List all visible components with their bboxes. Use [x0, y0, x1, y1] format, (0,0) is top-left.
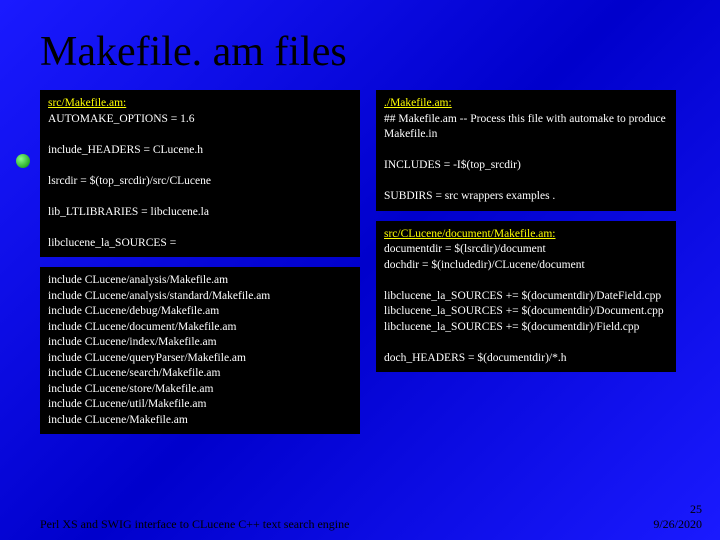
footer: Perl XS and SWIG interface to CLucene C+…	[40, 502, 702, 532]
code-line: include CLucene/store/Makefile.am	[48, 382, 352, 398]
code-line: include CLucene/debug/Makefile.am	[48, 304, 352, 320]
code-line: include_HEADERS = CLucene.h	[48, 143, 352, 159]
box1-header: src/Makefile.am:	[48, 96, 352, 112]
code-line: include CLucene/queryParser/Makefile.am	[48, 351, 352, 367]
slide-title: Makefile. am files	[40, 28, 680, 76]
box2-header: ./Makefile.am:	[384, 96, 668, 112]
code-line: include CLucene/analysis/Makefile.am	[48, 273, 352, 289]
code-line: lsrcdir = $(top_srcdir)/src/CLucene	[48, 174, 352, 190]
footer-left: Perl XS and SWIG interface to CLucene C+…	[40, 517, 349, 532]
code-line: AUTOMAKE_OPTIONS = 1.6	[48, 112, 352, 128]
right-column: ./Makefile.am: ## Makefile.am -- Process…	[376, 90, 676, 434]
code-line: libclucene_la_SOURCES =	[48, 236, 352, 252]
code-line: libclucene_la_SOURCES += $(documentdir)/…	[384, 304, 668, 320]
left-column: src/Makefile.am: AUTOMAKE_OPTIONS = 1.6 …	[40, 90, 360, 434]
bullet-decoration	[16, 154, 30, 168]
code-line: documentdir = $(lsrcdir)/document	[384, 242, 668, 258]
code-line: include CLucene/Makefile.am	[48, 413, 352, 429]
footer-right: 25 9/26/2020	[653, 502, 702, 532]
top-row: src/Makefile.am: AUTOMAKE_OPTIONS = 1.6 …	[40, 90, 680, 434]
code-line: include CLucene/index/Makefile.am	[48, 335, 352, 351]
code-line: lib_LTLIBRARIES = libclucene.la	[48, 205, 352, 221]
code-box-document-makefile: src/CLucene/document/Makefile.am: docume…	[376, 221, 676, 373]
code-line: doch_HEADERS = $(documentdir)/*.h	[384, 351, 668, 367]
box4-header: src/CLucene/document/Makefile.am:	[384, 227, 668, 243]
code-line: dochdir = $(includedir)/CLucene/document	[384, 258, 668, 274]
code-box-root-makefile: ./Makefile.am: ## Makefile.am -- Process…	[376, 90, 676, 211]
slide: Makefile. am files src/Makefile.am: AUTO…	[0, 0, 720, 540]
footer-date: 9/26/2020	[653, 517, 702, 532]
code-line: libclucene_la_SOURCES += $(documentdir)/…	[384, 289, 668, 305]
code-box-src-makefile: src/Makefile.am: AUTOMAKE_OPTIONS = 1.6 …	[40, 90, 360, 257]
code-line: include CLucene/search/Makefile.am	[48, 366, 352, 382]
code-line: INCLUDES = -I$(top_srcdir)	[384, 158, 668, 174]
code-line: include CLucene/util/Makefile.am	[48, 397, 352, 413]
code-line: SUBDIRS = src wrappers examples .	[384, 189, 668, 205]
code-line: include CLucene/analysis/standard/Makefi…	[48, 289, 352, 305]
code-line: ## Makefile.am -- Process this file with…	[384, 112, 668, 143]
code-box-includes: include CLucene/analysis/Makefile.am inc…	[40, 267, 360, 434]
page-number: 25	[653, 502, 702, 517]
code-line: include CLucene/document/Makefile.am	[48, 320, 352, 336]
code-line: libclucene_la_SOURCES += $(documentdir)/…	[384, 320, 668, 336]
